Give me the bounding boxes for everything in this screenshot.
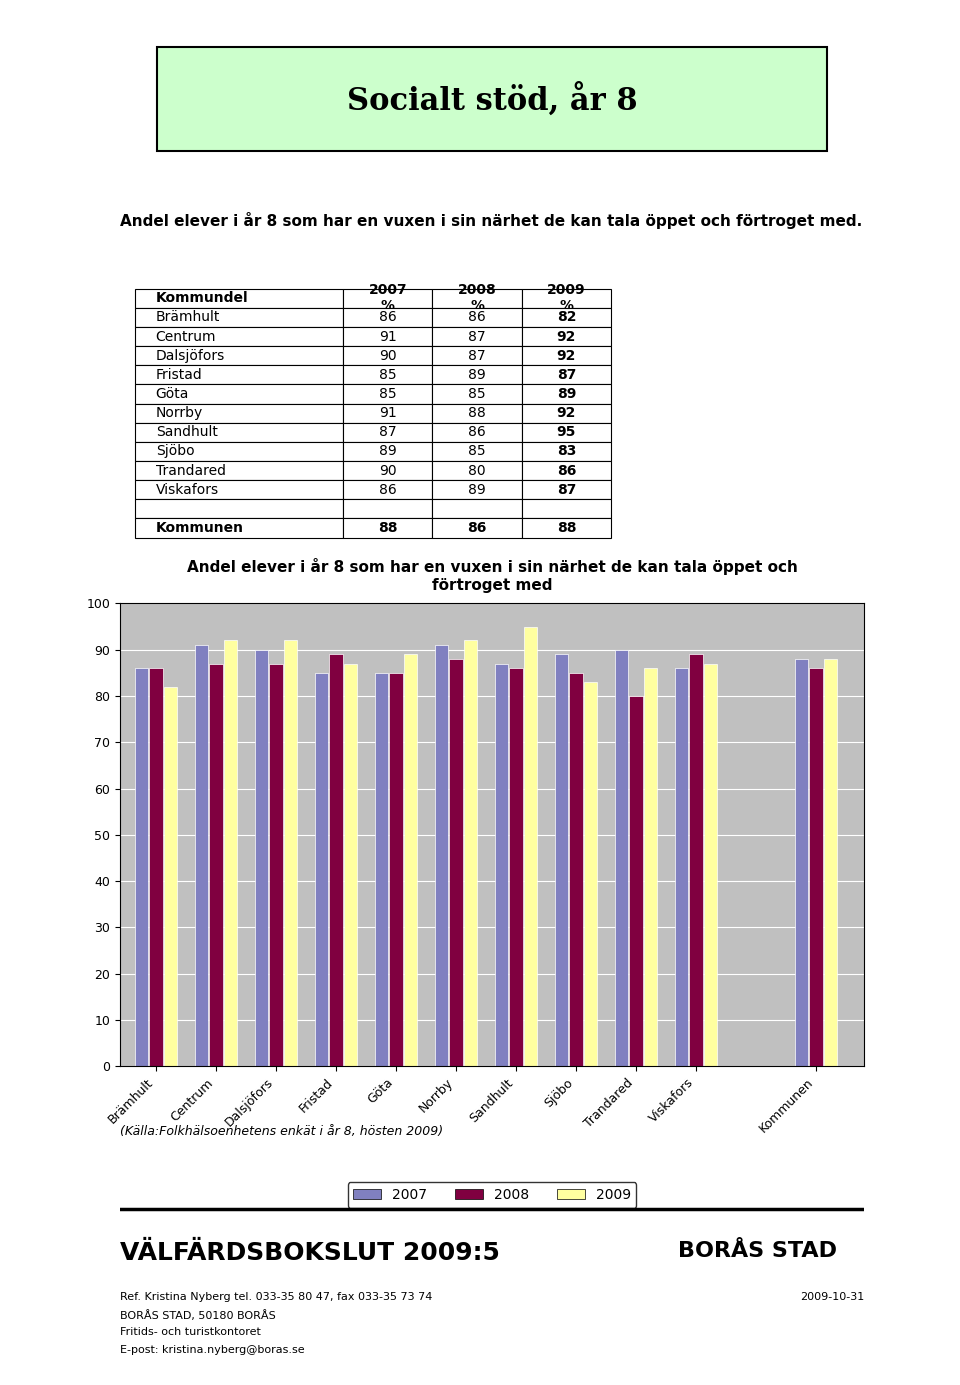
Bar (315, 673, 328, 1066)
Bar (164, 687, 177, 1066)
Bar (390, 673, 402, 1066)
Bar (809, 668, 823, 1066)
Bar (270, 663, 282, 1066)
Bar (584, 683, 597, 1066)
Bar (284, 640, 297, 1066)
Title: Andel elever i år 8 som har en vuxen i sin närhet de kan tala öppet och
förtroge: Andel elever i år 8 som har en vuxen i s… (186, 558, 798, 593)
Bar (255, 650, 268, 1066)
Text: BORÅS STAD: BORÅS STAD (678, 1241, 837, 1262)
Bar (224, 640, 237, 1066)
Text: E-post: kristina.nyberg@boras.se: E-post: kristina.nyberg@boras.se (120, 1345, 304, 1355)
Bar (150, 668, 162, 1066)
Bar (495, 663, 508, 1066)
Bar (195, 645, 208, 1066)
Text: VÄLFÄRDSBOKSLUT 2009:5: VÄLFÄRDSBOKSLUT 2009:5 (120, 1241, 500, 1265)
Text: (Källa:Folkhälsoenhetens enkät i år 8, hösten 2009): (Källa:Folkhälsoenhetens enkät i år 8, h… (120, 1125, 444, 1138)
Text: Socialt stöd, år 8: Socialt stöd, år 8 (347, 82, 637, 116)
Bar (524, 626, 537, 1066)
Text: Ref. Kristina Nyberg tel. 033-35 80 47, fax 033-35 73 74: Ref. Kristina Nyberg tel. 033-35 80 47, … (120, 1292, 432, 1302)
Bar (435, 645, 448, 1066)
Bar (569, 673, 583, 1066)
Bar (615, 650, 628, 1066)
Text: Andel elever i år 8 som har en vuxen i sin närhet de kan tala öppet och förtroge: Andel elever i år 8 som har en vuxen i s… (120, 212, 862, 229)
Bar (644, 668, 657, 1066)
Bar (824, 659, 837, 1066)
Bar (464, 640, 477, 1066)
Bar (135, 668, 148, 1066)
FancyBboxPatch shape (157, 47, 827, 151)
Bar (795, 659, 808, 1066)
Bar (630, 697, 642, 1066)
Bar (555, 654, 568, 1066)
Text: 2009-10-31: 2009-10-31 (800, 1292, 864, 1302)
Legend: 2007, 2008, 2009: 2007, 2008, 2009 (348, 1183, 636, 1208)
Bar (375, 673, 388, 1066)
Text: Fritids- och turistkontoret: Fritids- och turistkontoret (120, 1327, 261, 1338)
Bar (675, 668, 688, 1066)
Bar (449, 659, 463, 1066)
Bar (510, 668, 522, 1066)
Bar (689, 654, 703, 1066)
Bar (209, 663, 223, 1066)
Bar (704, 663, 717, 1066)
Bar (404, 654, 417, 1066)
Text: BORÅS STAD, 50180 BORÅS: BORÅS STAD, 50180 BORÅS (120, 1310, 276, 1321)
Bar (329, 654, 343, 1066)
Bar (344, 663, 357, 1066)
